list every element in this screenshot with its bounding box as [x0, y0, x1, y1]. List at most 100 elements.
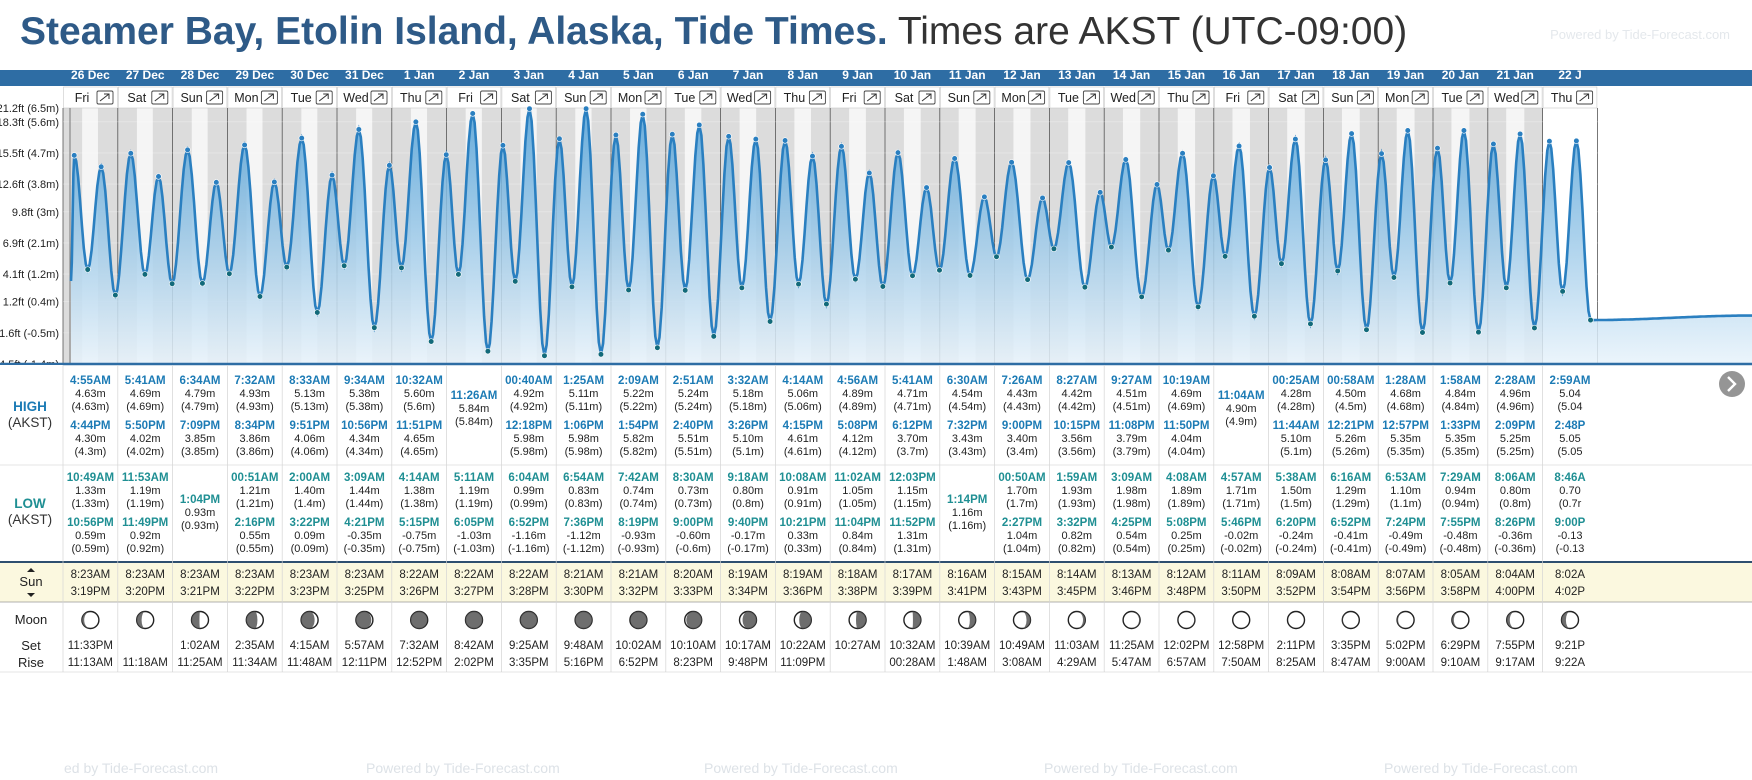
low-tide-height: -0.36m	[1498, 530, 1532, 542]
high-tide-height: 3.85m	[185, 433, 216, 445]
low-tide-height-alt: (1.05m)	[839, 498, 877, 510]
date-label: 10 Jan	[894, 70, 931, 82]
sunrise-time: 8:08AM	[1331, 569, 1371, 581]
high-tide-height-alt: (3.56m)	[1058, 446, 1096, 458]
high-tide-height-alt: (4.79m)	[181, 401, 219, 413]
sunset-time: 3:38PM	[838, 586, 878, 598]
low-tide-time: 8:46A	[1554, 472, 1585, 484]
expand-icon	[647, 93, 658, 102]
low-tide-height: 1.38m	[404, 485, 435, 497]
date-label: 9 Jan	[842, 70, 873, 82]
low-row-label: LOW	[14, 496, 46, 511]
high-tide-time: 7:32AM	[234, 375, 275, 387]
sunrise-time: 8:02A	[1555, 569, 1585, 581]
high-tide-height: 3.40m	[1007, 433, 1038, 445]
low-tide-height: 1.98m	[1116, 485, 1147, 497]
high-tide-height: 5.84m	[459, 403, 490, 415]
y-tick-label: 12.6ft (3.8m)	[0, 179, 59, 191]
low-tide-point	[1024, 276, 1031, 283]
low-tide-time: 9:00PM	[673, 517, 713, 529]
low-tide-point	[823, 301, 830, 308]
moonrise-time: 6:52PM	[619, 657, 659, 669]
expand-icon	[976, 93, 987, 102]
high-tide-height: 4.65m	[404, 433, 435, 445]
sunrise-time: 8:22AM	[509, 569, 549, 581]
low-tide-point	[84, 266, 91, 273]
low-tide-height: 0.82m	[1062, 530, 1093, 542]
low-tide-height-alt: (0.8m)	[1499, 498, 1531, 510]
low-tide-time: 00:50AM	[998, 472, 1045, 484]
high-tide-point	[155, 173, 162, 180]
high-tide-time: 2:09AM	[618, 375, 659, 387]
low-tide-time: 7:55PM	[1440, 517, 1480, 529]
date-label: 15 Jan	[1168, 70, 1205, 82]
low-tide-height-alt: (0.55m)	[236, 543, 274, 555]
moonset-time: 10:32AM	[889, 640, 935, 652]
high-tide-point	[1210, 172, 1217, 179]
low-tide-height: 1.50m	[1281, 485, 1312, 497]
low-tide-height-alt: (0.33m)	[784, 543, 822, 555]
low-tide-height-alt: (-0.24m)	[1275, 543, 1317, 555]
high-tide-point	[1378, 150, 1385, 157]
high-tide-height: 4.12m	[842, 433, 873, 445]
moonrise-time: 6:57AM	[1167, 657, 1207, 669]
low-tide-time: 5:46PM	[1221, 517, 1261, 529]
low-tide-point	[484, 348, 491, 355]
expand-icon	[483, 93, 494, 102]
low-tide-time: 10:08AM	[779, 472, 826, 484]
low-tide-time: 1:14PM	[947, 494, 987, 506]
sunset-time: 3:30PM	[564, 586, 604, 598]
moonset-time: 10:10AM	[670, 640, 716, 652]
low-tide-point	[1138, 293, 1145, 300]
low-tide-point	[541, 352, 548, 359]
high-tide-time: 6:34AM	[180, 375, 221, 387]
high-tide-point	[469, 110, 476, 117]
high-tide-time: 10:15PM	[1053, 420, 1100, 432]
high-tide-height: 5.82m	[623, 433, 654, 445]
weekday-label: Sat	[1278, 91, 1297, 105]
low-tide-time: 11:49PM	[122, 517, 168, 529]
sunset-time: 3:27PM	[454, 586, 494, 598]
high-row-label: HIGH	[13, 399, 47, 414]
high-tide-time: 3:26PM	[728, 420, 768, 432]
expand-icon	[538, 93, 548, 102]
moonrise-time: 4:29AM	[1057, 657, 1097, 669]
low-tide-point	[283, 264, 290, 271]
low-tide-height: -0.60m	[676, 530, 710, 542]
high-tide-height: 5.35m	[1445, 433, 1476, 445]
y-tick-label: -1.6ft (-0.5m)	[0, 328, 59, 340]
low-tide-height: -0.49m	[1388, 530, 1422, 542]
high-tide-height-alt: (5.11m)	[565, 401, 602, 413]
low-tide-time: 5:11AM	[454, 472, 494, 484]
low-tide-height-alt: (0.99m)	[510, 498, 548, 510]
low-tide-height: 1.31m	[897, 530, 928, 542]
moonset-time: 2:11PM	[1277, 640, 1316, 652]
high-tide-height-alt: (4.96m)	[1496, 401, 1534, 413]
high-tide-height: 5.13m	[294, 388, 325, 400]
date-header-bar	[0, 70, 1752, 86]
low-tide-time: 9:40PM	[728, 517, 768, 529]
header: Steamer Bay, Etolin Island, Alaska, Tide…	[0, 0, 1752, 70]
date-label: 30 Dec	[290, 70, 329, 82]
high-tide-height: 5.04	[1559, 388, 1580, 400]
weekday-label: Fri	[842, 91, 857, 105]
low-tide-time: 9:00P	[1555, 517, 1586, 529]
high-tide-point	[951, 155, 958, 162]
high-tide-height-alt: (4.43m)	[1003, 401, 1041, 413]
date-label: 8 Jan	[787, 70, 818, 82]
footer-background	[0, 672, 1752, 758]
high-tide-height: 3.70m	[897, 433, 928, 445]
weekday-label: Wed	[1494, 91, 1520, 105]
low-tide-height: 1.40m	[294, 485, 325, 497]
high-tide-height-alt: (5.1m)	[732, 446, 764, 458]
low-tide-point	[199, 280, 206, 287]
low-tide-height: -0.24m	[1279, 530, 1313, 542]
high-tide-height-alt: (5.24m)	[674, 401, 712, 413]
high-tide-time: 2:40PM	[673, 420, 713, 432]
low-tide-height-alt: (1.71m)	[1222, 498, 1260, 510]
high-tide-point	[499, 142, 507, 149]
high-tide-height: 5.10m	[1281, 433, 1312, 445]
low-tide-height: -0.17m	[731, 530, 765, 542]
high-tide-point	[1292, 136, 1299, 143]
high-tide-time: 2:59AM	[1550, 375, 1591, 387]
